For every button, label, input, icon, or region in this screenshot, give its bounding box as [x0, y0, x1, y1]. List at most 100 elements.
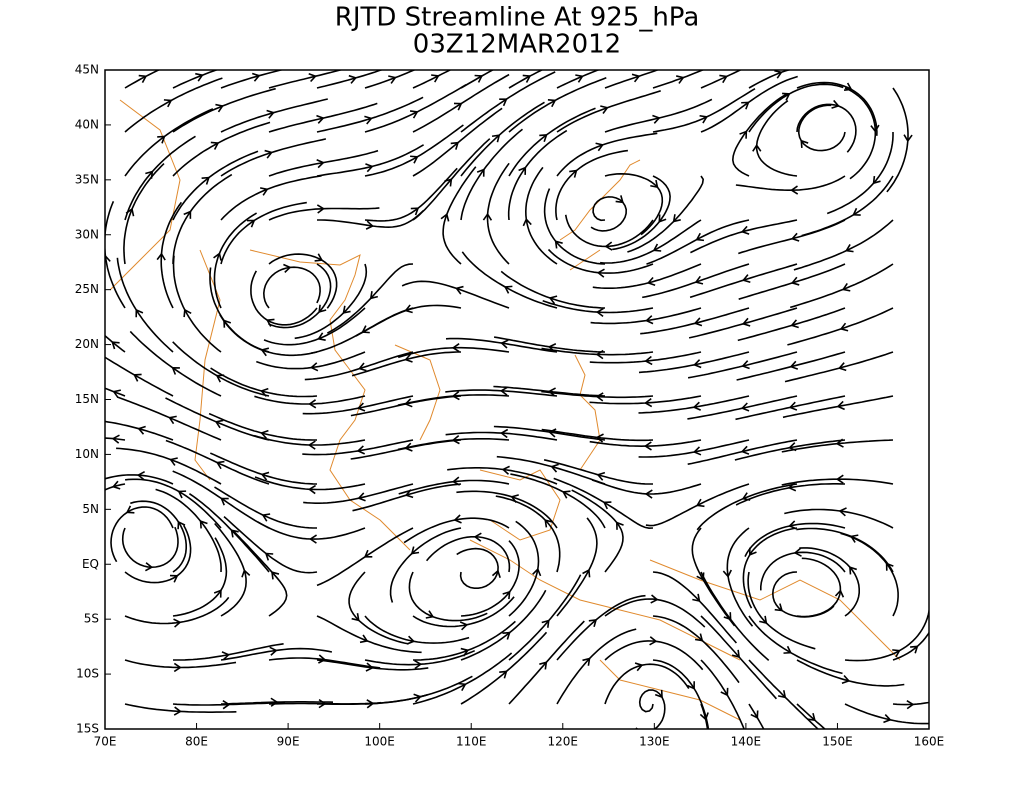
arrowhead [144, 562, 154, 572]
arrowhead [214, 419, 224, 429]
arrowhead [460, 647, 470, 657]
arrowhead [425, 610, 435, 619]
arrowhead [358, 362, 367, 372]
arrowhead [699, 712, 709, 721]
arrowhead [458, 682, 467, 691]
arrowhead [575, 74, 584, 83]
coastline [479, 469, 561, 541]
arrowhead [173, 618, 182, 628]
axes: 70E 80E 90E 100E 110E 120E 130E 140E 150E 160E 45N… [75, 63, 945, 749]
arrowhead [741, 360, 750, 370]
arrowhead [221, 651, 231, 661]
arrowhead [731, 649, 741, 659]
arrowhead [503, 285, 513, 294]
arrowhead [692, 401, 702, 411]
x-tick-label: 130E [639, 735, 670, 749]
arrowhead [356, 402, 366, 412]
arrowhead [135, 308, 144, 318]
streamline [172, 70, 219, 89]
arrowhead [595, 433, 604, 443]
arrowhead [413, 693, 422, 703]
arrowhead [788, 401, 798, 411]
arrowhead [357, 492, 366, 502]
arrowhead [807, 713, 816, 722]
y-tick-label: 5S [84, 612, 99, 626]
arrowhead [260, 387, 269, 397]
arrowhead [870, 124, 880, 133]
arrowhead [356, 445, 366, 455]
arrowhead [544, 519, 553, 528]
arrowhead [740, 225, 750, 235]
y-tick-label: 45N [75, 63, 99, 77]
arrowhead [658, 214, 667, 223]
arrowhead [133, 373, 142, 382]
arrowhead [183, 308, 192, 318]
arrowhead [261, 513, 271, 522]
arrowhead [409, 110, 419, 119]
arrowhead [451, 343, 460, 353]
arrowhead [499, 98, 508, 107]
arrowhead [547, 99, 557, 108]
arrowhead [220, 497, 229, 506]
arrowhead [173, 662, 182, 673]
streamline [460, 70, 495, 89]
streamline [700, 70, 743, 89]
arrowhead [790, 319, 799, 329]
y-tick-label: 20N [75, 337, 99, 351]
arrowhead [522, 74, 532, 83]
arrowhead [157, 135, 166, 144]
arrowhead [369, 291, 379, 300]
arrowhead [790, 276, 800, 286]
arrowhead [451, 391, 460, 401]
arrowhead [455, 285, 464, 295]
arrowhead [834, 589, 845, 598]
arrowhead [696, 572, 705, 581]
arrowhead [793, 547, 802, 557]
arrowhead [600, 105, 609, 114]
arrowhead [595, 307, 604, 318]
arrowhead [270, 697, 279, 707]
arrowhead [365, 220, 375, 230]
arrowhead [414, 659, 423, 670]
arrowhead [451, 435, 460, 445]
arrowhead [230, 529, 239, 538]
arrowhead [845, 243, 854, 253]
arrowhead [696, 498, 705, 508]
arrowhead [595, 392, 604, 402]
arrowhead [318, 654, 327, 664]
arrowhead [604, 241, 613, 251]
arrowhead [365, 163, 374, 173]
arrowhead [692, 446, 702, 456]
arrowhead [723, 612, 732, 621]
x-tick-label: 110E [456, 735, 487, 749]
arrowhead [388, 75, 397, 84]
streamline [412, 70, 452, 89]
x-tick-label: 150E [822, 735, 853, 749]
y-tick-label: 10S [76, 667, 99, 681]
arrowhead [554, 240, 563, 249]
arrowhead [596, 268, 605, 278]
arrowhead [615, 195, 624, 204]
arrowhead [582, 657, 591, 666]
arrowhead [259, 187, 269, 196]
arrowhead [111, 434, 120, 444]
arrowhead [740, 402, 750, 412]
arrowhead [482, 212, 493, 221]
arrowhead [692, 593, 701, 603]
y-tick-label: 35N [75, 172, 99, 186]
arrowhead [615, 521, 624, 530]
arrowhead [849, 566, 858, 575]
streamline [604, 70, 660, 89]
arrowhead [451, 476, 461, 486]
arrowhead [903, 134, 913, 143]
arrowhead [431, 74, 440, 83]
arrowhead [500, 339, 509, 349]
arrowhead [251, 72, 261, 82]
arrowhead [843, 82, 853, 91]
arrowhead [410, 207, 420, 216]
arrowhead [595, 349, 604, 360]
arrowhead [836, 400, 845, 411]
streamline [268, 70, 344, 89]
arrowhead [309, 362, 319, 372]
